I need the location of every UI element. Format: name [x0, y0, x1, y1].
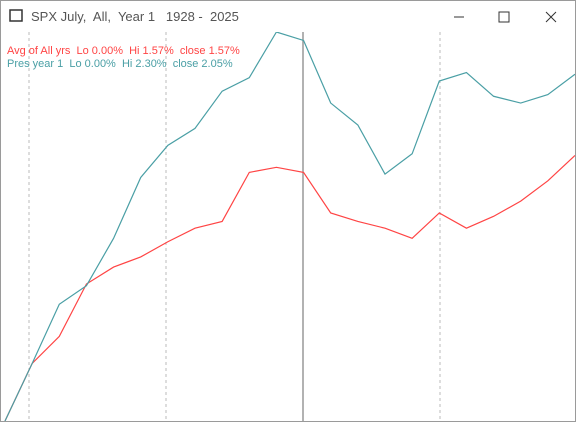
legend-entry: Pres year 1 Lo 0.00% Hi 2.30% close 2.05… — [7, 58, 233, 70]
title-bar: SPX July, All, Year 1 1928 - 2025 — [1, 1, 575, 32]
app-icon — [9, 9, 23, 22]
chart: Avg of All yrs Lo 0.00% Hi 1.57% close 1… — [4, 32, 575, 421]
title-bar-icons — [9, 9, 557, 23]
series-line — [4, 155, 575, 421]
close-button[interactable] — [545, 11, 557, 23]
window-title: SPX July, All, Year 1 1928 - 2025 — [31, 9, 239, 24]
series-line — [4, 32, 575, 421]
maximize-button[interactable] — [498, 11, 510, 23]
legend-entry: Avg of All yrs Lo 0.00% Hi 1.57% close 1… — [7, 45, 240, 57]
